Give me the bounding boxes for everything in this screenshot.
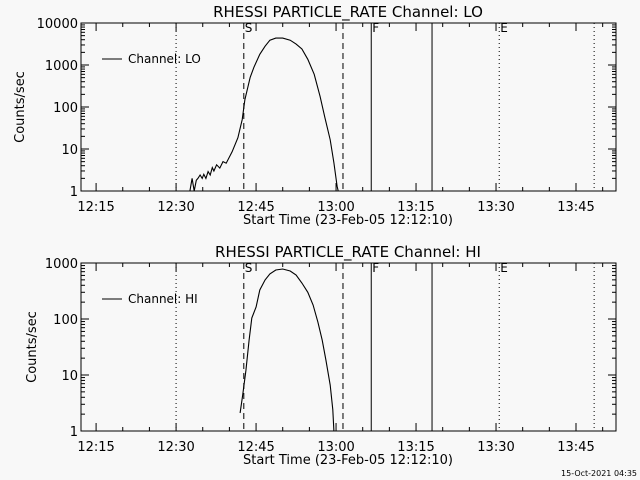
x-axis-label: Start Time (23-Feb-05 12:12:10) xyxy=(243,453,453,468)
time-marker-label: E xyxy=(500,261,508,275)
panel-lo: RHESSI PARTICLE_RATE Channel: LO Start T… xyxy=(13,3,617,228)
y-tick-label: 1000 xyxy=(45,257,78,272)
x-axis-label: Start Time (23-Feb-05 12:12:10) xyxy=(243,213,453,228)
x-tick-label: 13:45 xyxy=(557,440,594,455)
y-tick-label: 1 xyxy=(70,425,78,440)
legend-label: Channel: HI xyxy=(128,292,198,306)
series-line-channel-hi xyxy=(239,268,335,432)
x-tick-label: 12:15 xyxy=(77,440,114,455)
y-tick-label: 1 xyxy=(70,185,78,200)
y-tick-label: 100 xyxy=(53,313,78,328)
time-marker-label: S xyxy=(245,21,253,35)
plot-frame xyxy=(80,262,617,432)
x-tick-label: 13:00 xyxy=(317,200,354,215)
legend-label: Channel: LO xyxy=(128,52,201,66)
y-axis-label: Counts/sec xyxy=(13,71,28,143)
x-tick-label: 12:45 xyxy=(237,440,274,455)
x-tick-label: 12:30 xyxy=(157,440,194,455)
y-tick-label: 100 xyxy=(53,101,78,116)
y-tick-label: 1000 xyxy=(45,59,78,74)
x-tick-label: 13:30 xyxy=(477,200,514,215)
time-marker-label: F xyxy=(372,261,379,275)
panel-hi: RHESSI PARTICLE_RATE Channel: HI Start T… xyxy=(25,243,617,468)
chart-title: RHESSI PARTICLE_RATE Channel: LO xyxy=(213,3,483,22)
chart-title: RHESSI PARTICLE_RATE Channel: HI xyxy=(215,243,481,262)
x-tick-label: 12:45 xyxy=(237,200,274,215)
x-tick-label: 13:15 xyxy=(397,440,434,455)
y-tick-label: 10 xyxy=(61,369,78,384)
y-tick-label: 10000 xyxy=(37,17,78,32)
x-tick-label: 13:00 xyxy=(317,440,354,455)
x-tick-label: 13:30 xyxy=(477,440,514,455)
plot-frame xyxy=(80,22,617,192)
series-line-channel-lo xyxy=(189,37,339,192)
x-tick-label: 13:45 xyxy=(557,200,594,215)
time-marker-label: E xyxy=(500,21,508,35)
x-tick-label: 12:30 xyxy=(157,200,194,215)
plot-timestamp: 15-Oct-2021 04:35 xyxy=(561,469,637,478)
x-tick-label: 13:15 xyxy=(397,200,434,215)
x-tick-label: 12:15 xyxy=(77,200,114,215)
y-tick-label: 10 xyxy=(61,143,78,158)
y-axis-label: Counts/sec xyxy=(25,311,40,383)
time-marker-label: F xyxy=(372,21,379,35)
time-marker-label: S xyxy=(245,261,253,275)
